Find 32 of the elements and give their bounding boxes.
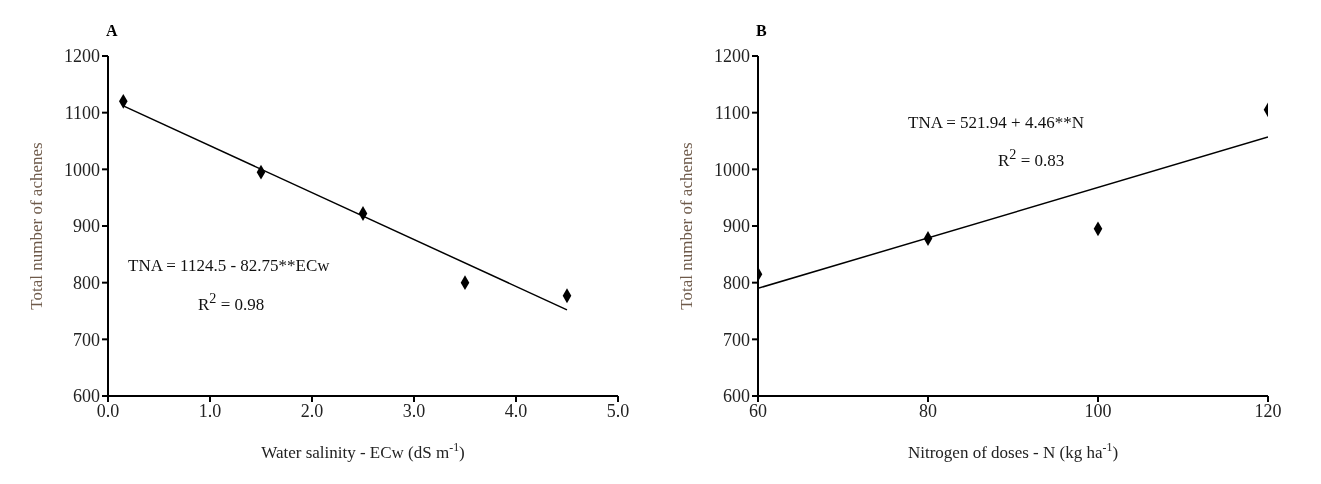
y-tick-label: 1100 xyxy=(64,103,100,124)
x-tick-label: 5.0 xyxy=(606,400,630,421)
x-tick-label: 80 xyxy=(919,400,937,421)
y-tick-label: 600 xyxy=(723,386,750,407)
y-axis-title: Total number of achenes xyxy=(677,142,696,310)
x-tick-label: 60 xyxy=(749,400,767,421)
y-axis-title: Total number of achenes xyxy=(27,142,46,310)
annotation: TNA = 521.94 + 4.46**N xyxy=(908,113,1084,133)
x-tick-label: 100 xyxy=(1084,400,1112,421)
y-tick-label: 1100 xyxy=(714,103,750,124)
y-tick-label: 1200 xyxy=(714,46,750,67)
y-tick-label: 1200 xyxy=(64,46,100,67)
x-axis-title: Nitrogen of doses - N (kg ha$^{-1}$) xyxy=(907,440,1119,462)
x-axis-title: Water salinity - ECw (dS m$^{-1}$) xyxy=(261,440,465,462)
y-tick-label: 900 xyxy=(73,216,100,237)
x-tick-label: 1.0 xyxy=(198,400,222,421)
y-tick-label: 1000 xyxy=(64,159,100,180)
y-tick-label: 800 xyxy=(723,273,750,294)
x-tick-label: 120 xyxy=(1254,400,1282,421)
y-tick-label: 700 xyxy=(73,329,100,350)
y-tick-label: 1000 xyxy=(714,159,750,180)
annotation: TNA = 1124.5 - 82.75**ECw xyxy=(128,256,330,276)
x-tick-label: 4.0 xyxy=(504,400,528,421)
chart-title: B xyxy=(756,22,767,40)
chart-title: A xyxy=(106,22,118,40)
annotation: R$^{2}$ = 0.83 xyxy=(998,146,1065,171)
x-tick-label: 2.0 xyxy=(300,400,324,421)
annotation: R$^{2}$ = 0.98 xyxy=(198,290,265,315)
y-tick-label: 700 xyxy=(723,329,750,350)
y-tick-label: 800 xyxy=(73,273,100,294)
x-tick-label: 3.0 xyxy=(402,400,426,421)
y-tick-label: 900 xyxy=(723,216,750,237)
